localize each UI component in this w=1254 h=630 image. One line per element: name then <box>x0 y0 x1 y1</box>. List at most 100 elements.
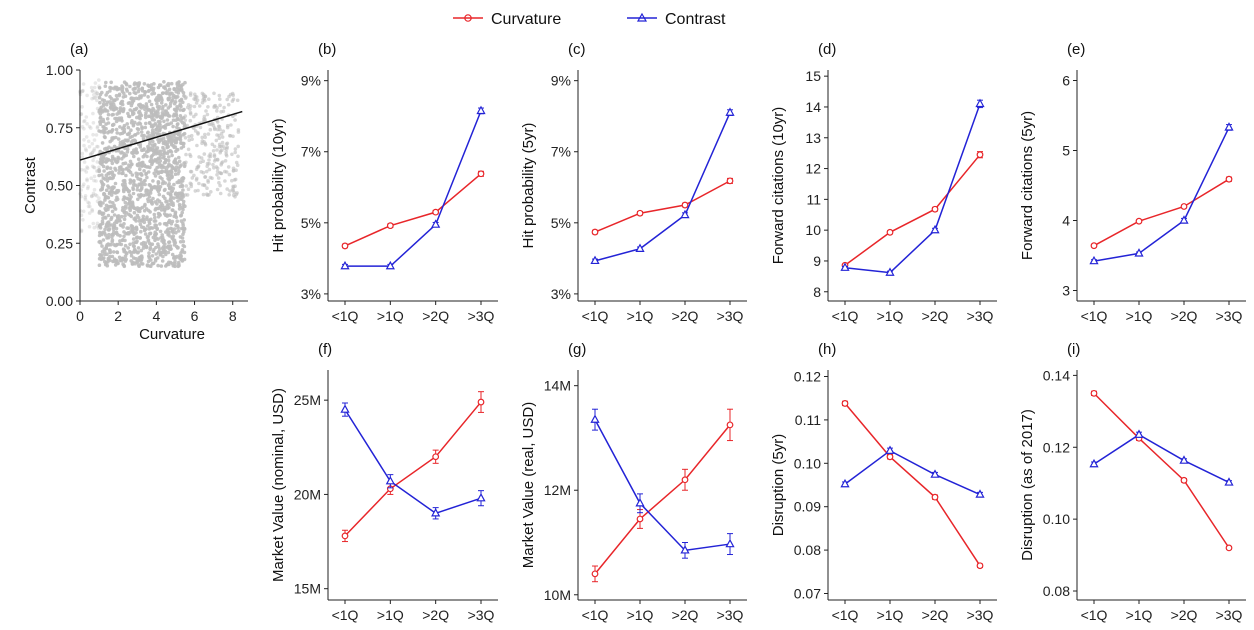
scatter-point <box>142 93 147 97</box>
scatter-point <box>130 109 135 114</box>
scatter-point <box>93 193 98 197</box>
scatter-point <box>178 133 182 138</box>
scatter-point <box>162 119 166 124</box>
y-tick-label: 1.00 <box>46 62 73 78</box>
series-line <box>344 401 482 537</box>
scatter-point <box>227 193 231 197</box>
y-tick-label: 7% <box>301 144 321 160</box>
scatter-point <box>110 185 114 190</box>
scatter-point <box>166 227 170 231</box>
x-tick-label: >3Q <box>717 607 744 623</box>
scatter-point <box>112 221 117 226</box>
scatter-point <box>160 91 165 96</box>
scatter-point <box>142 147 146 151</box>
data-point <box>840 478 850 488</box>
scatter-point <box>188 154 193 159</box>
series-line <box>1093 433 1230 484</box>
scatter-point <box>136 197 140 202</box>
scatter-point <box>105 224 109 228</box>
scatter-point <box>153 174 158 178</box>
scatter-point <box>177 159 182 164</box>
scatter-point <box>215 187 220 192</box>
data-point <box>1225 544 1233 552</box>
scatter-point <box>123 214 127 218</box>
data-point <box>680 545 690 554</box>
scatter-point <box>180 210 184 215</box>
data-point <box>1179 455 1189 464</box>
scatter-point <box>218 97 222 101</box>
scatter-point <box>155 160 159 164</box>
scatter-point <box>179 226 184 231</box>
y-tick-label: 0.08 <box>1043 583 1070 599</box>
scatter-point <box>80 89 85 93</box>
scatter-point <box>135 163 140 167</box>
scatter-point <box>102 127 107 131</box>
scatter-point <box>117 118 121 122</box>
data-point <box>1090 389 1098 397</box>
scatter-point <box>103 227 107 232</box>
scatter-point <box>100 187 104 191</box>
y-tick-label: 0.11 <box>795 412 821 428</box>
scatter-point <box>125 147 130 151</box>
scatter-point <box>123 161 128 165</box>
scatter-point <box>91 158 95 163</box>
scatter-point <box>131 186 135 190</box>
scatter-point <box>166 83 171 88</box>
scatter-point <box>135 82 140 87</box>
scatter-point <box>217 180 221 185</box>
scatter-point <box>148 142 152 146</box>
scatter-point <box>199 156 204 160</box>
scatter-point <box>175 147 180 152</box>
scatter-point <box>145 175 149 180</box>
scatter-point <box>166 176 170 181</box>
scatter-point <box>235 98 240 103</box>
scatter-point <box>122 195 126 199</box>
y-axis-title: Disruption (as of 2017) <box>1019 409 1036 561</box>
scatter-point <box>177 207 182 211</box>
scatter-point <box>128 242 132 247</box>
y-tick-label: 20M <box>294 486 321 502</box>
scatter-point <box>113 243 118 248</box>
scatter-point <box>157 192 162 197</box>
scatter-point <box>205 164 209 169</box>
scatter-point <box>221 129 226 133</box>
scatter-point <box>144 102 149 106</box>
data-point <box>725 538 735 548</box>
scatter-point <box>184 160 188 165</box>
scatter-point <box>155 101 159 106</box>
data-point <box>726 421 734 429</box>
scatter-point <box>207 158 211 162</box>
y-tick-label: 4 <box>1062 213 1070 229</box>
scatter-point <box>218 103 222 108</box>
scatter-point <box>176 166 181 171</box>
scatter-point <box>182 141 186 146</box>
scatter-point <box>82 119 87 123</box>
scatter-point <box>147 254 151 258</box>
scatter-point <box>105 263 110 268</box>
scatter-point <box>125 166 129 171</box>
scatter-point <box>131 191 136 196</box>
scatter-point <box>225 97 229 102</box>
scatter-point <box>226 102 231 107</box>
data-point <box>385 260 395 270</box>
scatter-point <box>107 100 112 104</box>
scatter-point <box>147 84 152 89</box>
panel-e: 3 4 5 6 <1Q >1Q >2Q >3Q Forward citations (5yr) (… <box>1019 41 1246 324</box>
scatter-point <box>120 84 124 88</box>
scatter-point <box>89 85 94 90</box>
scatter-point <box>156 244 161 249</box>
scatter-point <box>153 230 157 235</box>
series-line <box>594 419 731 552</box>
scatter-point <box>195 98 200 102</box>
scatter-point <box>92 165 96 169</box>
scatter-point <box>138 103 142 108</box>
series-curvature <box>1090 389 1233 552</box>
scatter-point <box>175 161 180 166</box>
scatter-point <box>181 82 185 87</box>
x-tick-label: >3Q <box>468 607 495 623</box>
scatter-point <box>110 254 115 259</box>
scatter-point <box>162 208 167 212</box>
scatter-point <box>166 96 171 101</box>
x-tick-label: <1Q <box>1081 308 1108 324</box>
scatter-point <box>213 157 218 162</box>
